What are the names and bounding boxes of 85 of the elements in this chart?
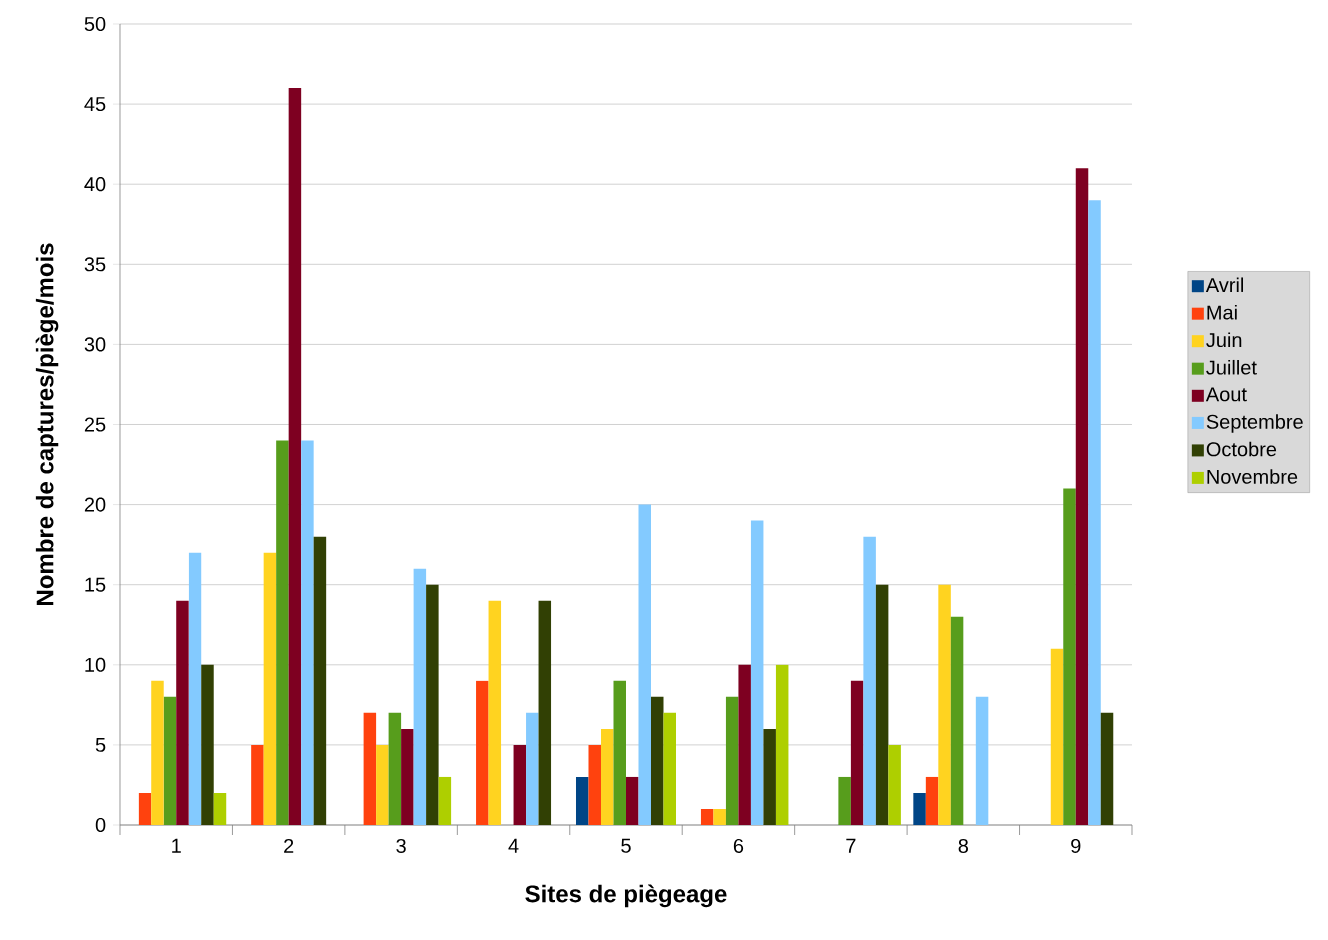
x-tick-label: 3 bbox=[396, 838, 406, 854]
x-axis-title: Sites de piègeage bbox=[525, 884, 727, 908]
bar bbox=[713, 808, 726, 825]
legend-label: Octobre bbox=[1206, 441, 1277, 457]
bar bbox=[913, 792, 926, 825]
y-tick-label: 15 bbox=[85, 577, 106, 592]
bar bbox=[363, 712, 377, 825]
y-tick-label: 0 bbox=[95, 817, 106, 833]
bar bbox=[663, 712, 676, 825]
x-tick-label: 4 bbox=[508, 838, 519, 853]
bar bbox=[950, 616, 964, 825]
x-tick-label: 7 bbox=[846, 838, 856, 853]
bar bbox=[301, 440, 314, 825]
y-tick-label: 30 bbox=[84, 337, 106, 352]
legend-label: Avril bbox=[1205, 277, 1244, 292]
bar bbox=[288, 88, 302, 825]
bar bbox=[201, 664, 214, 825]
bar bbox=[588, 744, 601, 825]
x-tick-label: 5 bbox=[621, 838, 631, 853]
bar bbox=[938, 584, 951, 825]
y-axis-title: Nombre de captures/piège/mois bbox=[35, 243, 59, 605]
bar bbox=[388, 712, 402, 825]
y-tick-label: 20 bbox=[84, 497, 106, 512]
bar bbox=[163, 696, 177, 825]
bar bbox=[875, 584, 889, 825]
bar bbox=[176, 600, 189, 825]
bar bbox=[638, 504, 651, 825]
bar bbox=[538, 600, 552, 825]
bar bbox=[251, 744, 264, 825]
x-tick-label: 2 bbox=[284, 838, 294, 853]
bar bbox=[476, 680, 489, 825]
bar bbox=[863, 536, 876, 825]
bar bbox=[413, 568, 427, 825]
x-tick-label: 8 bbox=[958, 838, 969, 854]
bar bbox=[763, 728, 776, 825]
bar bbox=[850, 680, 864, 825]
bar bbox=[1100, 712, 1114, 825]
bar bbox=[750, 520, 764, 825]
bar bbox=[738, 664, 751, 825]
legend-label: Juillet bbox=[1206, 359, 1257, 375]
bar bbox=[1050, 648, 1064, 825]
legend-label: Septembre bbox=[1206, 414, 1303, 433]
bar bbox=[313, 536, 327, 825]
bar bbox=[576, 776, 589, 825]
legend-label: Aout bbox=[1205, 387, 1247, 402]
x-tick-label: 1 bbox=[172, 838, 181, 853]
legend-label: Novembre bbox=[1207, 469, 1298, 484]
x-tick-label: 9 bbox=[1071, 838, 1081, 854]
bar bbox=[526, 712, 539, 825]
y-tick-label: 45 bbox=[84, 97, 106, 112]
bar bbox=[650, 696, 664, 825]
bar bbox=[1088, 200, 1101, 825]
bar bbox=[613, 680, 626, 825]
bar bbox=[513, 744, 527, 825]
bar bbox=[263, 552, 277, 825]
bar bbox=[213, 792, 227, 825]
bar bbox=[975, 696, 989, 825]
bar bbox=[401, 728, 414, 825]
bar bbox=[488, 600, 502, 825]
bar bbox=[1063, 488, 1076, 825]
bar bbox=[1075, 168, 1089, 825]
y-tick-label: 35 bbox=[84, 257, 106, 272]
bar bbox=[700, 808, 714, 825]
bar bbox=[426, 584, 439, 825]
bar bbox=[888, 744, 901, 825]
y-tick-label: 10 bbox=[85, 657, 106, 672]
y-tick-label: 5 bbox=[95, 737, 106, 752]
bar bbox=[276, 440, 289, 825]
bar bbox=[188, 552, 202, 825]
bar bbox=[376, 744, 389, 825]
bar bbox=[625, 776, 639, 825]
bar bbox=[775, 664, 789, 825]
legend-label: Juin bbox=[1206, 332, 1242, 348]
bar bbox=[925, 776, 939, 825]
y-tick-label: 25 bbox=[84, 417, 106, 432]
y-tick-label: 40 bbox=[84, 177, 106, 192]
y-tick-label: 50 bbox=[84, 16, 106, 32]
bar bbox=[600, 728, 614, 825]
bar bbox=[725, 696, 739, 825]
bar bbox=[838, 776, 851, 825]
bar bbox=[151, 680, 164, 825]
legend-label: Mai bbox=[1207, 304, 1237, 320]
bar bbox=[138, 792, 152, 825]
bar bbox=[438, 776, 452, 825]
x-tick-label: 6 bbox=[733, 838, 744, 854]
